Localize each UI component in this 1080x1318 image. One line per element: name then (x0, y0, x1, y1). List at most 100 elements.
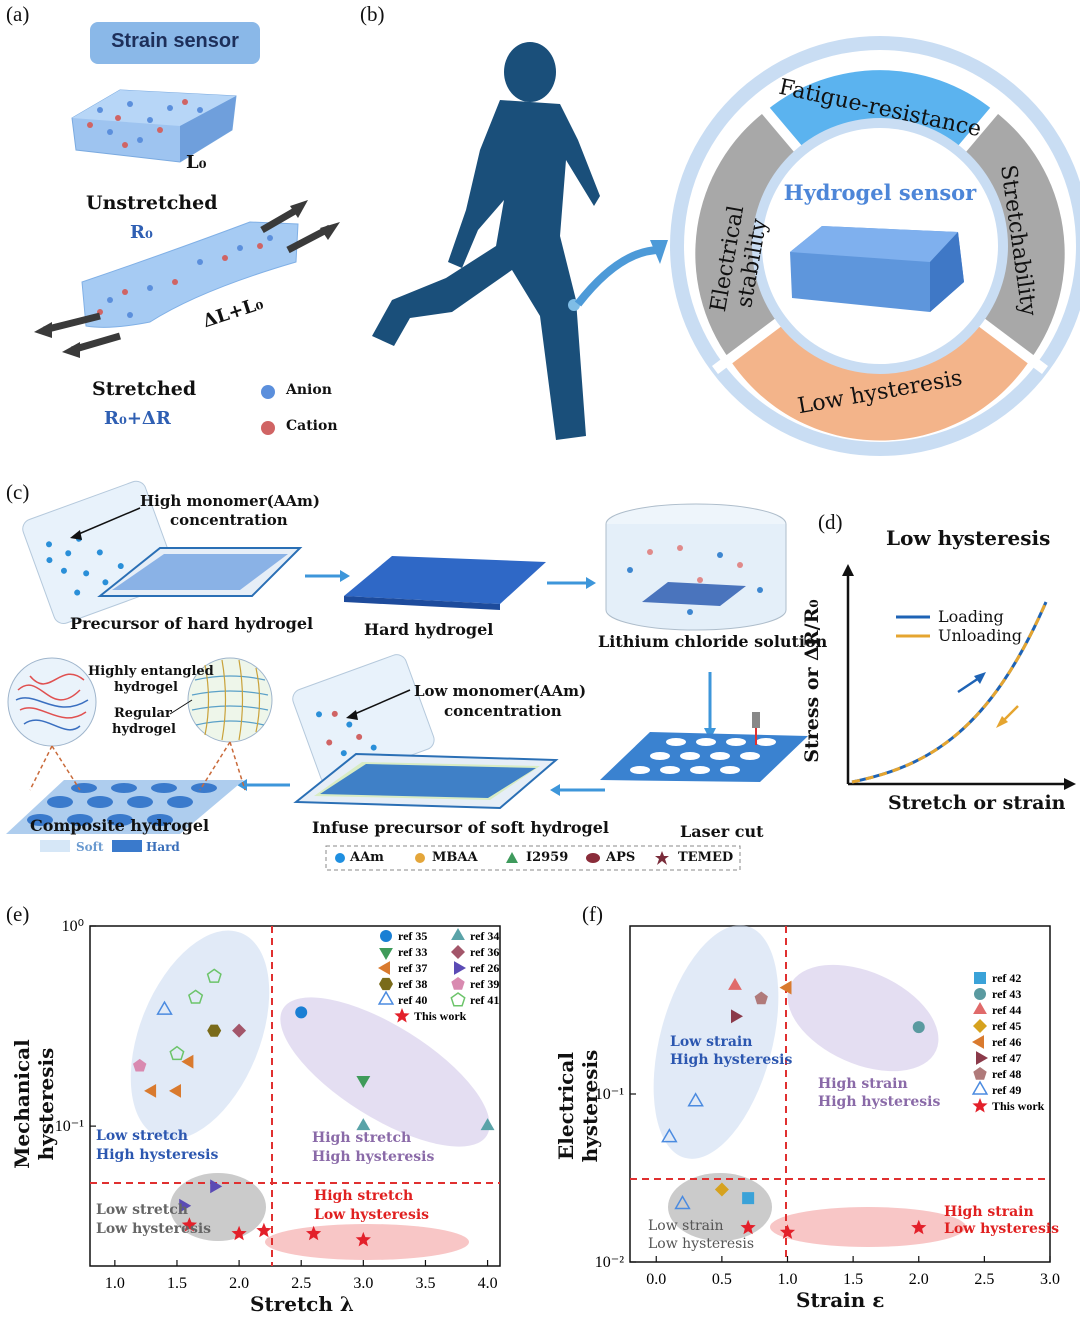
f-region-2b: High hysteresis (818, 1094, 941, 1110)
high-monomer-label: High monomer(AAm) (140, 492, 320, 510)
x-tick-label: 0.5 (712, 1271, 732, 1288)
runner-silhouette (372, 42, 600, 440)
legend-label: ref 39 (470, 977, 499, 991)
point-this-work (911, 1219, 927, 1235)
e-region-4a: High stretch (314, 1188, 414, 1204)
x-tick-label: 3.5 (415, 1275, 435, 1292)
point-ref-48 (754, 991, 768, 1005)
infuse-label: Infuse precursor of soft hydrogel (312, 818, 609, 837)
legend-marker-ref-39 (451, 977, 465, 990)
x-tick-label: 2.0 (909, 1271, 929, 1288)
cation-label: Cation (286, 418, 338, 434)
legend-marker-ref-38 (379, 977, 393, 991)
legend-label: ref 49 (992, 1083, 1021, 1097)
e-region-1a: Low stretch (96, 1128, 188, 1144)
panel-label-a: (a) (6, 2, 30, 26)
f-region-2a: High strain (818, 1076, 908, 1092)
point-this-work (181, 1217, 197, 1232)
y-tick-label: 10⁻¹ (595, 1086, 624, 1103)
point-ref-49 (687, 1092, 704, 1107)
y-tick-label: 10⁰ (62, 918, 84, 935)
f-region-1a: Low strain (670, 1034, 753, 1050)
e-region-2b: High hysteresis (312, 1149, 435, 1165)
point-ref-46 (779, 980, 792, 995)
e-region-2a: High stretch (312, 1130, 412, 1146)
stretched-label: Stretched (92, 378, 197, 400)
legend-label: ref 45 (992, 1019, 1021, 1033)
r0-label: R₀ (130, 222, 153, 243)
anion-label: Anion (286, 382, 332, 398)
point-this-work (740, 1219, 756, 1235)
legend-label: ref 34 (470, 929, 499, 943)
l0-label: L₀ (186, 152, 207, 173)
panel-label-f: (f) (582, 902, 603, 926)
panel-label-b: (b) (360, 2, 385, 26)
point-this-work (231, 1225, 247, 1241)
f-region-3a: Low strain (648, 1218, 724, 1234)
point-ref-49 (661, 1128, 678, 1143)
low-concentration-label: concentration (444, 702, 562, 720)
legend-label: ref 38 (398, 977, 427, 991)
strain-sensor-title-box (90, 22, 260, 64)
laser-cut-label: Laser cut (680, 822, 764, 841)
legend-marker-ref-36 (451, 945, 465, 959)
legend-i2959: I2959 (526, 850, 569, 865)
legend-marker-this-work (972, 1098, 988, 1113)
point-ref-34 (480, 1118, 495, 1131)
legend-label: ref 44 (992, 1003, 1021, 1017)
legend-label: ref 37 (398, 961, 427, 975)
panel-d-graphic (842, 564, 1076, 790)
panel-d-title: Low hysteresis (886, 526, 1051, 550)
point-this-work (779, 1224, 796, 1239)
x-tick-label: 3.0 (1040, 1271, 1060, 1288)
point-ref-39 (133, 1058, 147, 1072)
f-region-1b: High hysteresis (670, 1052, 793, 1068)
unstretched-label: Unstretched (86, 192, 218, 214)
x-tick-label: 2.5 (974, 1271, 994, 1288)
panel-b-graphic (372, 36, 1080, 456)
point-this-work (306, 1225, 322, 1241)
legend-label: ref 40 (398, 993, 427, 1007)
point-ref-47 (731, 1009, 743, 1024)
e-region-1b: High hysteresis (96, 1147, 219, 1163)
panel-a-graphic (34, 89, 340, 435)
strain-sensor-title: Strain sensor (111, 30, 239, 52)
y-tick-label: 10⁻² (595, 1254, 624, 1271)
point-ref-38 (207, 1024, 222, 1037)
x-tick-label: 1.5 (167, 1275, 187, 1292)
legend-mbaa: MBAA (432, 850, 478, 865)
loading-legend: Loading (938, 607, 1004, 626)
legend-marker-ref-49 (971, 1080, 989, 1095)
point-ref-44 (728, 977, 742, 990)
x-tick-label: 2.0 (229, 1275, 249, 1292)
point-ref-41 (188, 989, 204, 1004)
high-concentration-label: concentration (170, 511, 288, 529)
legend-label: This work (992, 1099, 1045, 1113)
panel-d-xlabel: Stretch or strain (888, 792, 1066, 814)
point-ref-40 (156, 1000, 173, 1015)
point-ref-37 (169, 1084, 181, 1098)
panel-c-graphic (6, 480, 808, 871)
precursor-hard-label: Precursor of hard hydrogel (70, 614, 314, 633)
low-monomer-label: Low monomer(AAm) (414, 682, 587, 700)
x-tick-label: 0.0 (646, 1271, 666, 1288)
legend-temed: TEMED (678, 850, 734, 865)
soft-legend-label: Soft (76, 840, 104, 854)
point-ref-43 (912, 1021, 925, 1034)
legend-marker-ref-40 (377, 990, 395, 1005)
legend-marker-ref-34 (451, 928, 465, 940)
f-region-4b: Low hysteresis (944, 1221, 1060, 1237)
point-ref-35 (295, 1006, 308, 1019)
legend-marker-ref-41 (450, 992, 466, 1007)
x-tick-label: 4.0 (478, 1275, 498, 1292)
legend-marker-ref-37 (378, 961, 390, 975)
legend-label: ref 43 (992, 987, 1021, 1001)
composite-label: Composite hydrogel (30, 816, 210, 835)
legend-label: ref 46 (992, 1035, 1021, 1049)
x-tick-label: 2.5 (291, 1275, 311, 1292)
regular-label-1: Regular (114, 706, 172, 721)
f-xlabel: Strain ε (796, 1288, 885, 1312)
x-tick-label: 3.0 (353, 1275, 373, 1292)
